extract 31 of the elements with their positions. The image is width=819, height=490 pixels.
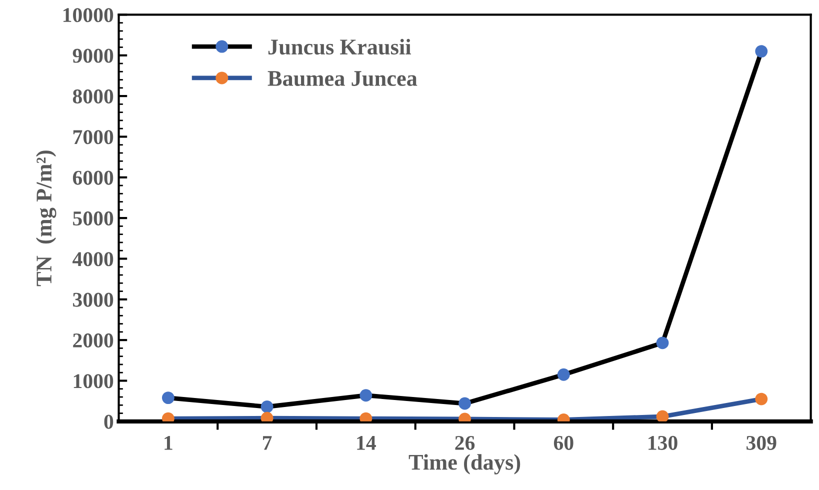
x-axis-title: Time (days)	[408, 454, 520, 474]
y-tick-label: 5000	[73, 211, 114, 226]
y-tick-label: 8000	[72, 89, 114, 104]
point	[755, 392, 768, 406]
x-tick-label: 14	[357, 436, 376, 450]
point	[557, 368, 570, 381]
x-tick-label: 60	[554, 436, 574, 450]
y-tick-label: 1000	[74, 374, 114, 388]
point	[656, 336, 669, 350]
y-tick-label: 4000	[72, 252, 114, 266]
y-axis-title: TN (mg P/m²)	[36, 150, 56, 286]
point	[260, 400, 274, 413]
point	[162, 392, 174, 404]
point	[755, 45, 768, 58]
point	[656, 410, 669, 422]
legend-label: Baumea Juncea	[268, 71, 418, 86]
y-tick-label: 3000	[73, 292, 114, 307]
y-tick-label: 2000	[73, 333, 114, 348]
x-tick-label: 130	[648, 436, 678, 450]
y-tick-label: 7000	[73, 130, 114, 144]
x-tick-label: 26	[455, 436, 475, 450]
point	[458, 397, 471, 410]
y-tick-label: 0	[104, 414, 114, 429]
legend-label: Juncus Krausii	[268, 38, 411, 55]
y-tick-label: 6000	[72, 170, 114, 185]
x-tick-label: 309	[746, 436, 776, 450]
x-tick-label: 1	[164, 436, 172, 450]
x-tick-label: 7	[263, 436, 272, 450]
point	[360, 389, 372, 402]
y-tick-label: 10000	[63, 8, 114, 22]
y-tick-label: 9000	[72, 48, 114, 63]
